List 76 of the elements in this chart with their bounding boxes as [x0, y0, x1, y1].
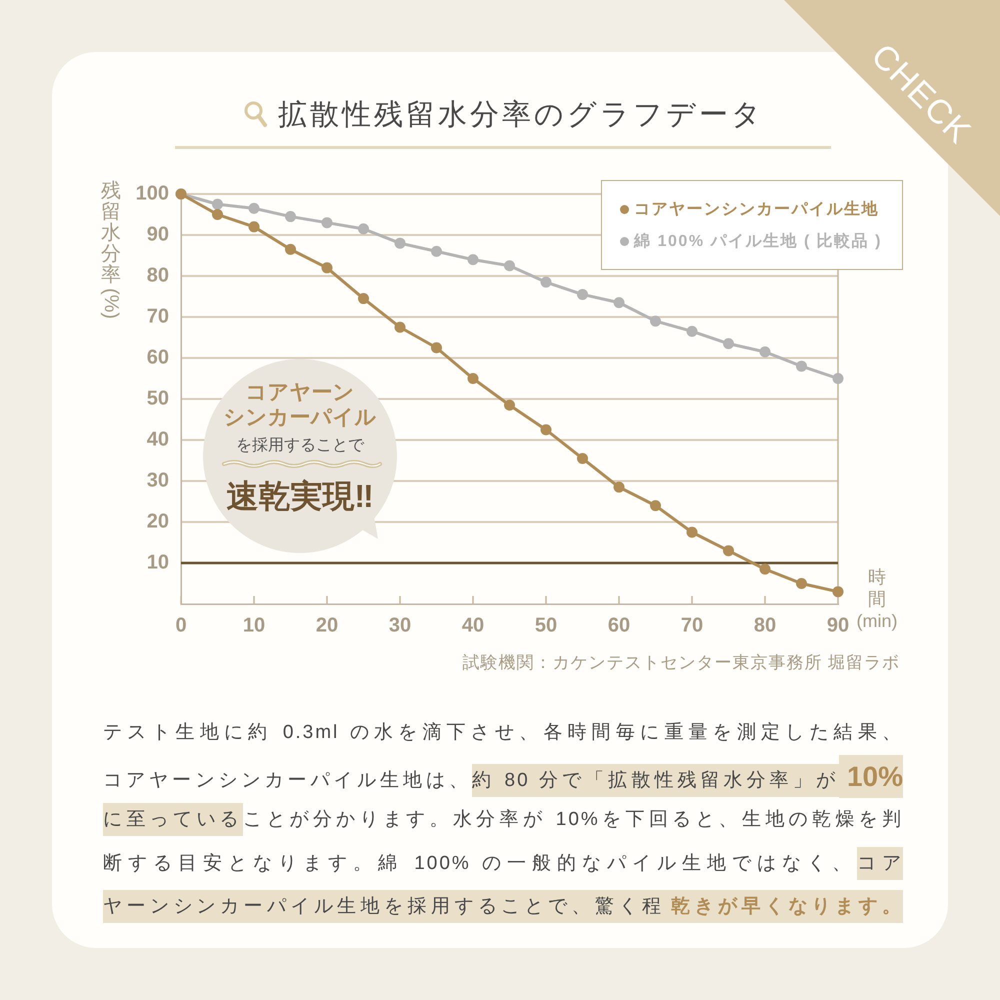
text: テスト生地に約 0.3ml の水を滴下させ、各時間毎に重量を測定した結果、 — [103, 722, 903, 743]
point — [540, 424, 552, 436]
x-tick-label: 20 — [316, 614, 338, 637]
x-tick-label: 50 — [534, 614, 558, 637]
point — [248, 202, 260, 214]
text: 断する目安となります。綿 100% の一般的なパイル生地ではなく、 — [103, 852, 858, 874]
point — [358, 293, 369, 304]
point — [760, 564, 770, 575]
y-tick-label: 80 — [146, 264, 169, 287]
x-tick-label: 90 — [826, 614, 850, 637]
legend-label: コアヤーンシンカーパイル生地 — [634, 200, 880, 220]
point — [504, 400, 515, 411]
x-tick-label: 10 — [242, 614, 266, 637]
y-tick-label: 90 — [146, 224, 169, 246]
x-tick-label: 40 — [462, 614, 484, 637]
point — [431, 246, 442, 257]
y-axis-title: 残留水分率(%) — [100, 180, 124, 319]
point — [285, 244, 296, 255]
point — [650, 316, 661, 327]
point — [322, 217, 332, 228]
text: コアヤーンシンカーパイル生地は、 — [103, 770, 472, 791]
x-tick-label: 30 — [388, 614, 412, 637]
point — [796, 360, 807, 372]
point — [723, 545, 734, 556]
point — [686, 526, 698, 538]
text: ヤーンシンカーパイル生地を採用することで、驚く程 — [103, 896, 666, 918]
x-axis-title: 時間(min) — [856, 566, 898, 632]
point — [394, 322, 406, 333]
text: に至っている — [103, 809, 243, 830]
point — [504, 260, 515, 272]
point — [723, 338, 734, 350]
point — [358, 223, 369, 234]
point — [540, 276, 552, 288]
point — [212, 209, 223, 220]
x-tick-label: 60 — [608, 614, 630, 637]
point — [212, 198, 223, 210]
point — [248, 221, 260, 232]
text: 10% — [846, 760, 903, 792]
point — [394, 238, 406, 249]
point — [796, 578, 807, 589]
x-tick-label: 0 — [175, 614, 187, 637]
y-tick-label: 100 — [136, 182, 169, 205]
y-tick-label: 30 — [146, 470, 169, 492]
annotation: 速乾実現‼ — [226, 478, 374, 514]
text: 試験機関：カケンテストセンター東京事務所 堀留ラボ — [462, 653, 900, 672]
point — [322, 262, 332, 274]
point — [832, 373, 844, 384]
annotation: コアヤーン — [246, 381, 354, 404]
point — [431, 342, 442, 354]
y-tick-label: 50 — [146, 388, 169, 410]
point — [577, 288, 588, 300]
point — [468, 373, 478, 384]
point — [650, 500, 661, 512]
text: ことが分かります。水分率が 10%を下回ると、生地の乾燥を判 — [242, 809, 904, 830]
text: 乾きが早くなります。 — [671, 896, 904, 918]
y-tick-label: 20 — [146, 510, 169, 533]
y-tick-label: 10 — [146, 552, 169, 574]
point — [832, 586, 844, 598]
point — [686, 326, 698, 337]
chart-title: 拡散性残留水分率のグラフデータ — [278, 99, 764, 131]
point — [760, 346, 770, 358]
annotation: シンカーパイル — [224, 406, 376, 429]
point — [614, 297, 624, 308]
y-tick-label: 60 — [146, 346, 169, 369]
point — [577, 452, 588, 464]
x-tick-label: 70 — [680, 614, 704, 637]
y-tick-label: 40 — [146, 428, 169, 451]
point — [614, 482, 624, 493]
text: コア — [857, 852, 904, 874]
annotation: を採用することで — [236, 437, 364, 454]
text: 約 80 分で「拡散性残留水分率」が — [472, 770, 839, 791]
legend-label: 綿 100% パイル生地 ( 比較品 ) — [634, 232, 882, 252]
x-tick-label: 80 — [754, 614, 776, 637]
point — [468, 254, 478, 266]
y-tick-label: 70 — [146, 306, 169, 328]
point — [285, 211, 296, 222]
